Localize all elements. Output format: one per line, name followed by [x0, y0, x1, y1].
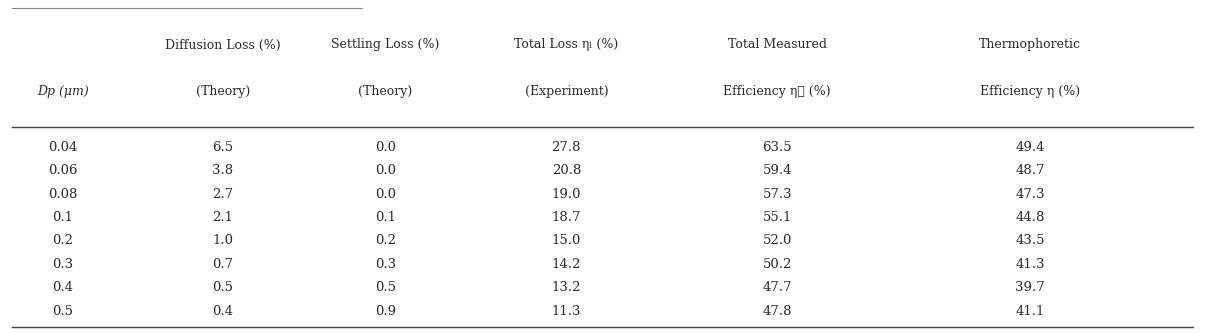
Text: 50.2: 50.2 [763, 258, 792, 271]
Text: Total Loss ηₗ (%): Total Loss ηₗ (%) [515, 38, 618, 52]
Text: Dp (μm): Dp (μm) [37, 85, 88, 98]
Text: Thermophoretic: Thermophoretic [980, 38, 1081, 52]
Text: 0.4: 0.4 [52, 281, 74, 294]
Text: 19.0: 19.0 [552, 187, 581, 200]
Text: Efficiency η⁔ (%): Efficiency η⁔ (%) [723, 85, 831, 98]
Text: 52.0: 52.0 [763, 234, 792, 247]
Text: 0.5: 0.5 [375, 281, 396, 294]
Text: (Theory): (Theory) [195, 85, 251, 98]
Text: 0.3: 0.3 [52, 258, 74, 271]
Text: 47.7: 47.7 [763, 281, 792, 294]
Text: 0.4: 0.4 [212, 305, 234, 318]
Text: 0.04: 0.04 [48, 141, 77, 154]
Text: 11.3: 11.3 [552, 305, 581, 318]
Text: 0.1: 0.1 [52, 211, 74, 224]
Text: 0.5: 0.5 [212, 281, 234, 294]
Text: 49.4: 49.4 [1016, 141, 1045, 154]
Text: 6.5: 6.5 [212, 141, 234, 154]
Text: 0.9: 0.9 [375, 305, 396, 318]
Text: 0.5: 0.5 [52, 305, 74, 318]
Text: 13.2: 13.2 [552, 281, 581, 294]
Text: 0.0: 0.0 [375, 141, 396, 154]
Text: 0.2: 0.2 [375, 234, 396, 247]
Text: 0.7: 0.7 [212, 258, 234, 271]
Text: Settling Loss (%): Settling Loss (%) [331, 38, 440, 52]
Text: 27.8: 27.8 [552, 141, 581, 154]
Text: 1.0: 1.0 [212, 234, 234, 247]
Text: Diffusion Loss (%): Diffusion Loss (%) [165, 38, 281, 52]
Text: 2.1: 2.1 [212, 211, 234, 224]
Text: 0.0: 0.0 [375, 187, 396, 200]
Text: 41.3: 41.3 [1016, 258, 1045, 271]
Text: 14.2: 14.2 [552, 258, 581, 271]
Text: 3.8: 3.8 [212, 164, 234, 177]
Text: 55.1: 55.1 [763, 211, 792, 224]
Text: 15.0: 15.0 [552, 234, 581, 247]
Text: 0.08: 0.08 [48, 187, 77, 200]
Text: 20.8: 20.8 [552, 164, 581, 177]
Text: 0.0: 0.0 [375, 164, 396, 177]
Text: 18.7: 18.7 [552, 211, 581, 224]
Text: 47.8: 47.8 [763, 305, 792, 318]
Text: 47.3: 47.3 [1016, 187, 1045, 200]
Text: 43.5: 43.5 [1016, 234, 1045, 247]
Text: 41.1: 41.1 [1016, 305, 1045, 318]
Text: 48.7: 48.7 [1016, 164, 1045, 177]
Text: 39.7: 39.7 [1016, 281, 1045, 294]
Text: 0.2: 0.2 [52, 234, 74, 247]
Text: 0.1: 0.1 [375, 211, 396, 224]
Text: 0.3: 0.3 [375, 258, 396, 271]
Text: 2.7: 2.7 [212, 187, 234, 200]
Text: (Theory): (Theory) [358, 85, 413, 98]
Text: Total Measured: Total Measured [728, 38, 827, 52]
Text: 57.3: 57.3 [763, 187, 792, 200]
Text: 63.5: 63.5 [763, 141, 792, 154]
Text: 44.8: 44.8 [1016, 211, 1045, 224]
Text: 59.4: 59.4 [763, 164, 792, 177]
Text: (Experiment): (Experiment) [524, 85, 609, 98]
Text: 0.06: 0.06 [48, 164, 77, 177]
Text: Efficiency η (%): Efficiency η (%) [980, 85, 1081, 98]
